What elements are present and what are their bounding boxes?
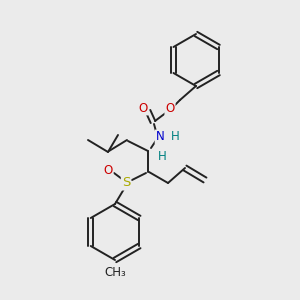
Text: CH₃: CH₃ [104,266,126,278]
Text: N: N [156,130,164,143]
Text: O: O [103,164,112,176]
Text: S: S [122,176,130,190]
Text: H: H [171,130,179,143]
Text: O: O [165,103,175,116]
Text: O: O [138,101,148,115]
Text: H: H [158,151,166,164]
